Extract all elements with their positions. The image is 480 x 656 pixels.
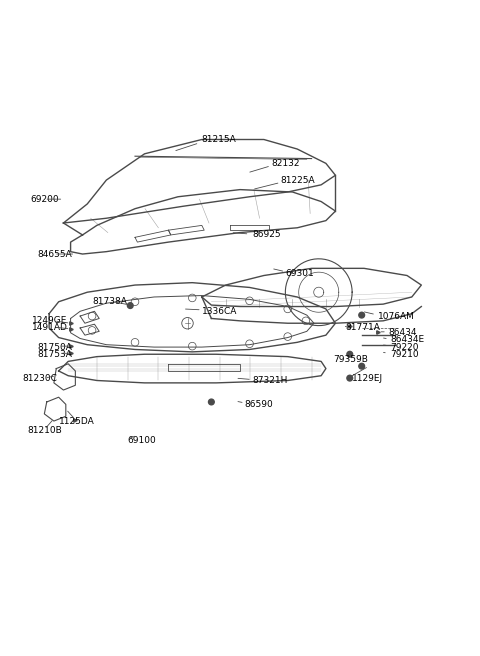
- Circle shape: [347, 352, 353, 357]
- Text: 86925: 86925: [252, 230, 280, 239]
- Text: 86434: 86434: [388, 328, 417, 337]
- Text: 87321H: 87321H: [252, 376, 288, 385]
- Text: 79210: 79210: [390, 350, 419, 359]
- Text: 81215A: 81215A: [202, 135, 237, 144]
- Text: 81738A: 81738A: [92, 297, 127, 306]
- Text: 69200: 69200: [30, 195, 59, 203]
- Text: 1336CA: 1336CA: [202, 307, 237, 316]
- Text: 1129EJ: 1129EJ: [352, 374, 383, 382]
- Text: 1249GE: 1249GE: [33, 316, 68, 325]
- Text: 86434E: 86434E: [390, 335, 424, 344]
- Text: 1491AD: 1491AD: [33, 323, 68, 333]
- Text: 81225A: 81225A: [281, 176, 315, 184]
- Text: 81750A: 81750A: [37, 342, 72, 352]
- Text: 81210B: 81210B: [28, 426, 62, 435]
- Text: 69100: 69100: [128, 436, 156, 445]
- Text: 79220: 79220: [390, 342, 419, 352]
- Text: 1125DA: 1125DA: [59, 417, 95, 426]
- Circle shape: [347, 375, 353, 381]
- Circle shape: [208, 399, 214, 405]
- Circle shape: [359, 312, 364, 318]
- Text: 86590: 86590: [245, 400, 274, 409]
- Text: 79359B: 79359B: [333, 354, 368, 363]
- Text: 82132: 82132: [271, 159, 300, 168]
- Circle shape: [359, 363, 364, 369]
- Text: 81753A: 81753A: [37, 350, 72, 359]
- Text: 81771A: 81771A: [345, 323, 380, 333]
- Text: 69301: 69301: [285, 268, 314, 277]
- Text: 81230C: 81230C: [23, 374, 58, 382]
- Circle shape: [127, 302, 133, 308]
- Text: 1076AM: 1076AM: [378, 312, 415, 321]
- Text: 84655A: 84655A: [37, 249, 72, 258]
